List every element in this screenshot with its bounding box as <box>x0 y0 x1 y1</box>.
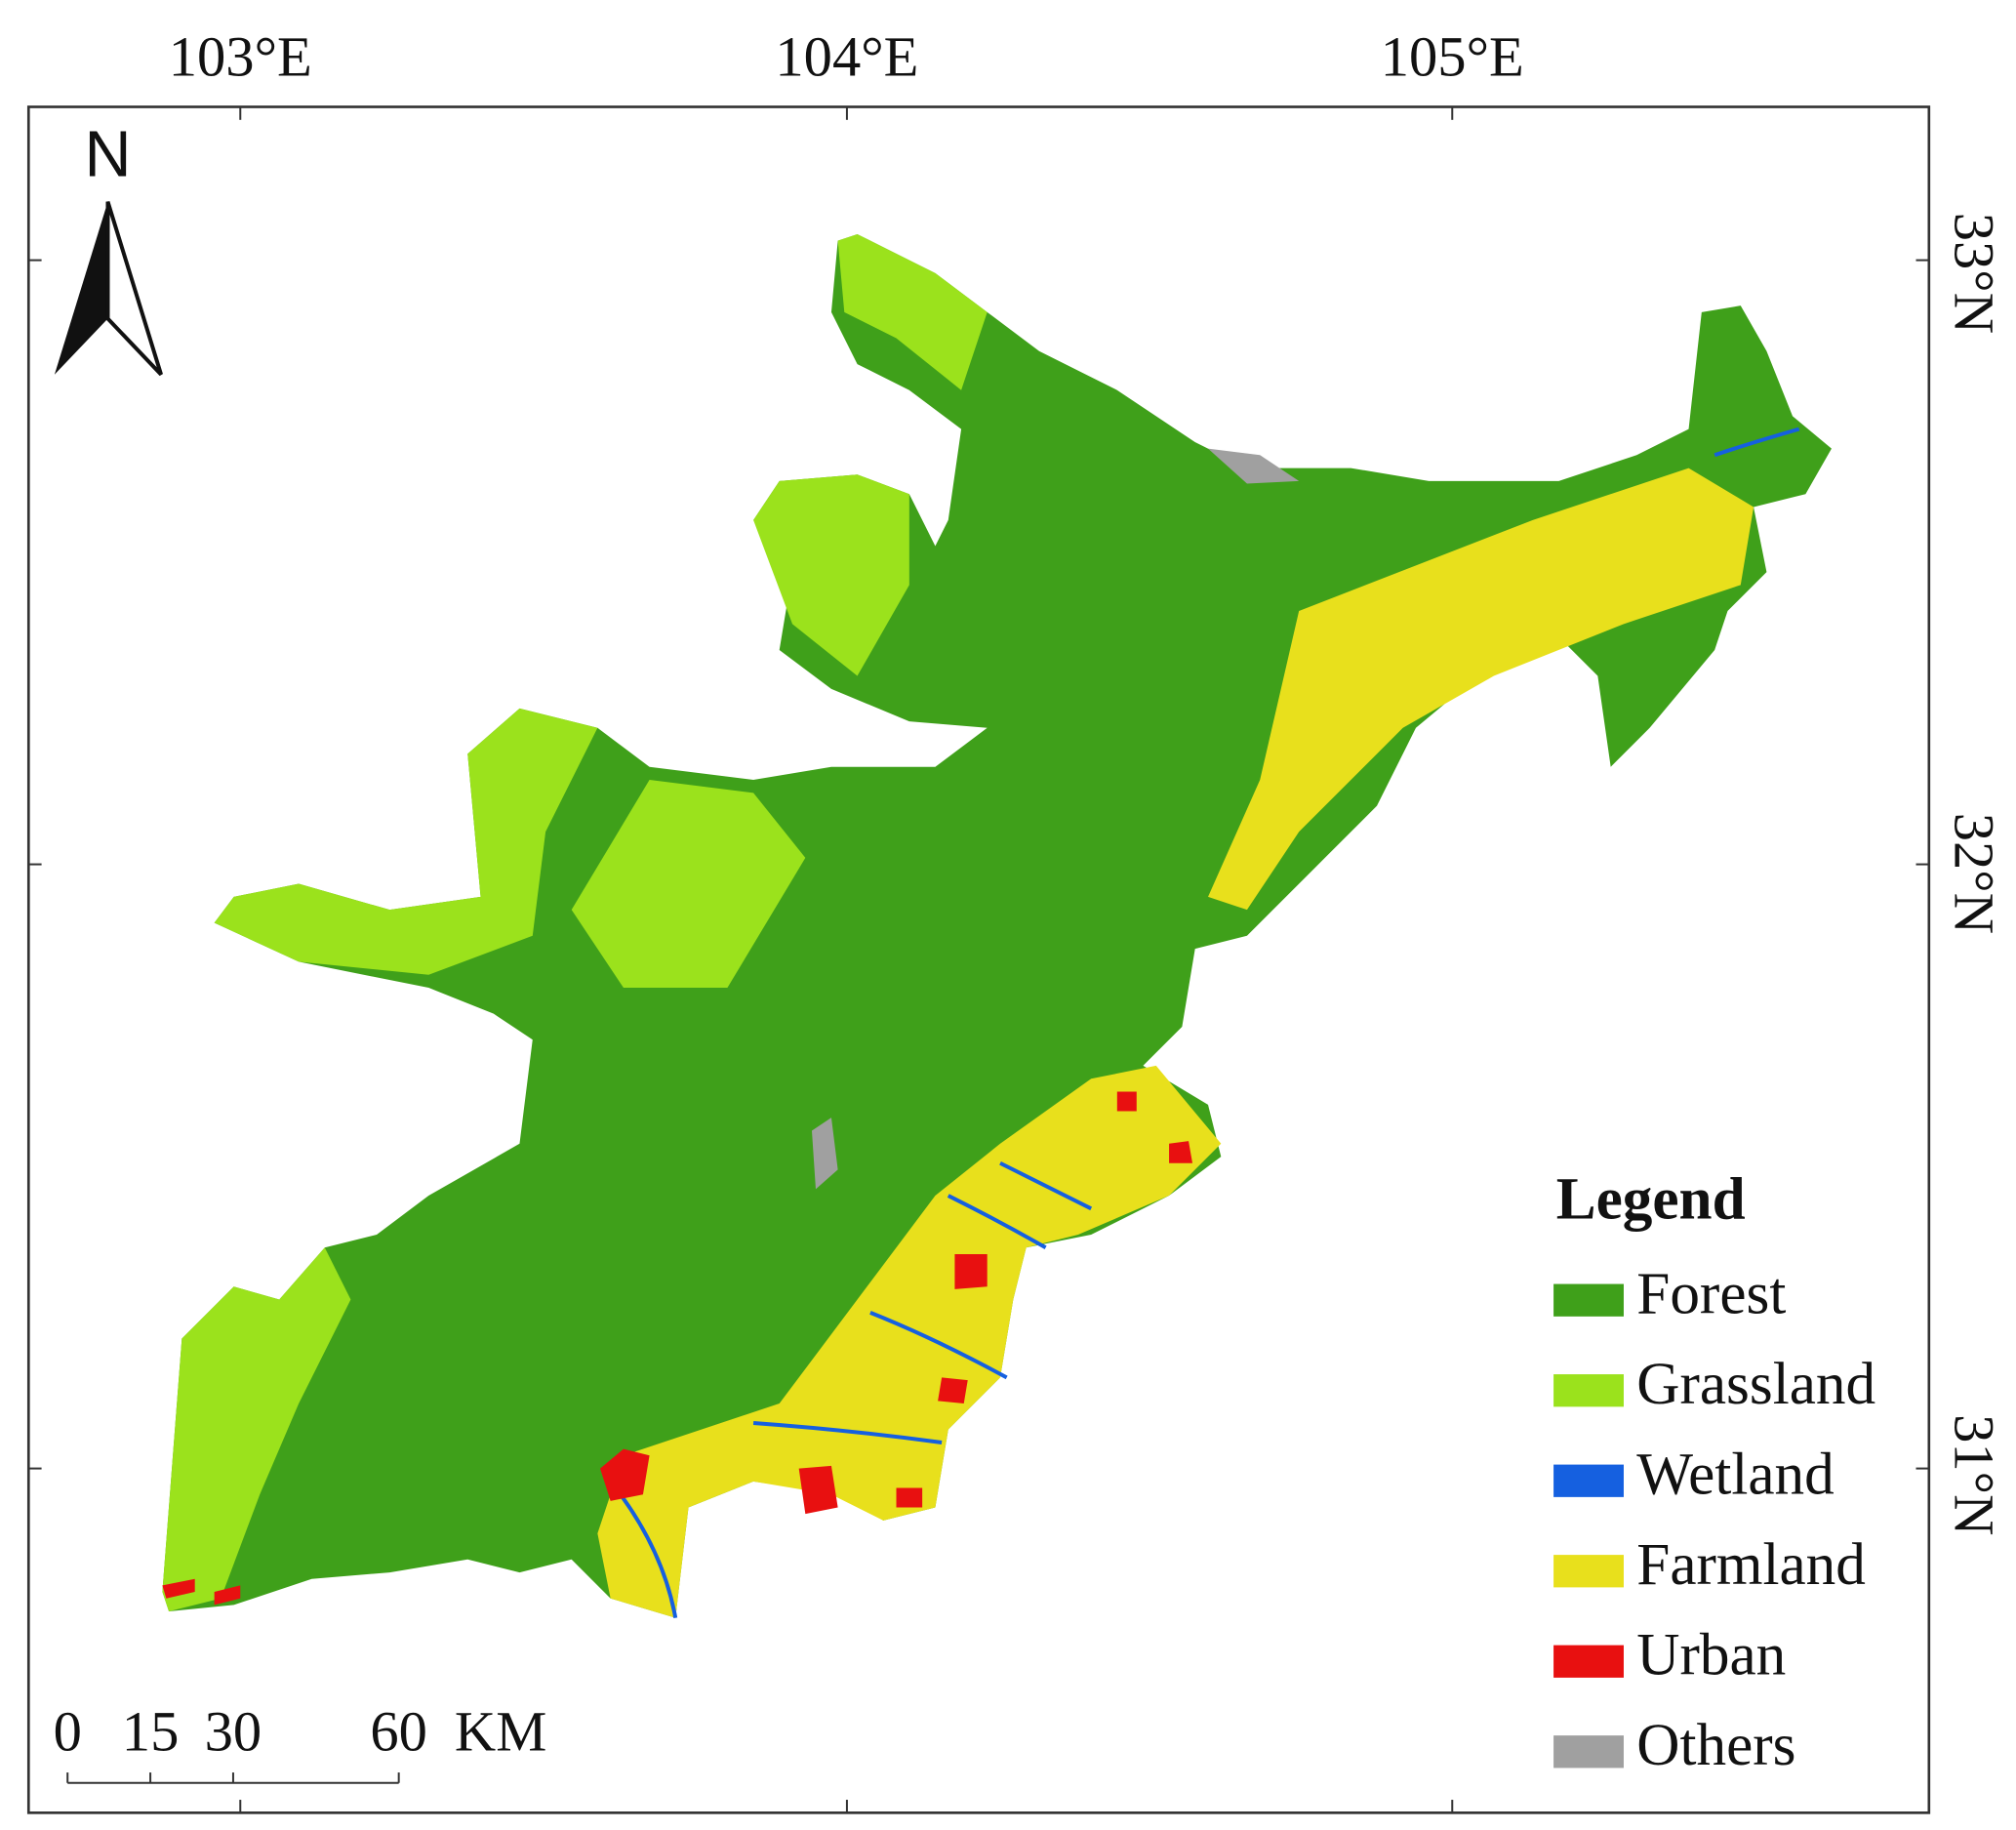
longitude-label: 105°E <box>1381 25 1524 89</box>
grassland-area <box>214 708 598 975</box>
legend-label: Others <box>1636 1712 1795 1778</box>
grassland-area <box>162 1247 351 1612</box>
scale-label: 0 <box>54 1700 82 1764</box>
legend-label: Wetland <box>1636 1442 1834 1508</box>
wetland-river <box>609 427 1800 1619</box>
legend-title: Legend <box>1556 1165 1746 1232</box>
legend-swatch <box>1553 1645 1624 1678</box>
frame-ticks <box>28 106 1929 1813</box>
legend-swatch <box>1553 1464 1624 1497</box>
latitude-label: 33°N <box>1942 213 2005 334</box>
farmland-area <box>1208 468 1754 911</box>
legend-label: Forest <box>1636 1261 1786 1327</box>
north-arrow-right <box>105 201 163 377</box>
north-arrow: N <box>54 118 163 377</box>
grassland-area <box>571 780 806 989</box>
north-label: N <box>84 118 131 190</box>
scale-unit: KM <box>455 1700 546 1764</box>
latitude-label: 32°N <box>1942 813 2005 934</box>
grassland-area <box>837 233 988 390</box>
legend-label: Grassland <box>1636 1351 1875 1417</box>
legend-swatch <box>1553 1374 1624 1407</box>
legend-swatch <box>1553 1555 1624 1588</box>
longitude-label: 103°E <box>169 25 312 89</box>
farmland-area <box>597 1065 1222 1618</box>
grassland-area <box>753 474 909 676</box>
legend: Legend Forest Grassland Wetland Farmland Urb… <box>1553 1165 1875 1778</box>
legend-swatch <box>1553 1735 1624 1769</box>
land-use-map <box>162 233 1832 1619</box>
longitude-label: 104°E <box>775 25 918 89</box>
scale-label: 15 <box>122 1700 180 1764</box>
scale-bar: 0 15 30 60 KM <box>54 1700 546 1784</box>
latitude-label: 31°N <box>1942 1414 2005 1535</box>
scale-label: 60 <box>370 1700 427 1764</box>
legend-label: Farmland <box>1636 1531 1866 1598</box>
legend-label: Urban <box>1636 1622 1786 1688</box>
legend-swatch <box>1553 1283 1624 1317</box>
north-arrow-left <box>54 201 108 375</box>
scale-label: 30 <box>205 1700 262 1764</box>
